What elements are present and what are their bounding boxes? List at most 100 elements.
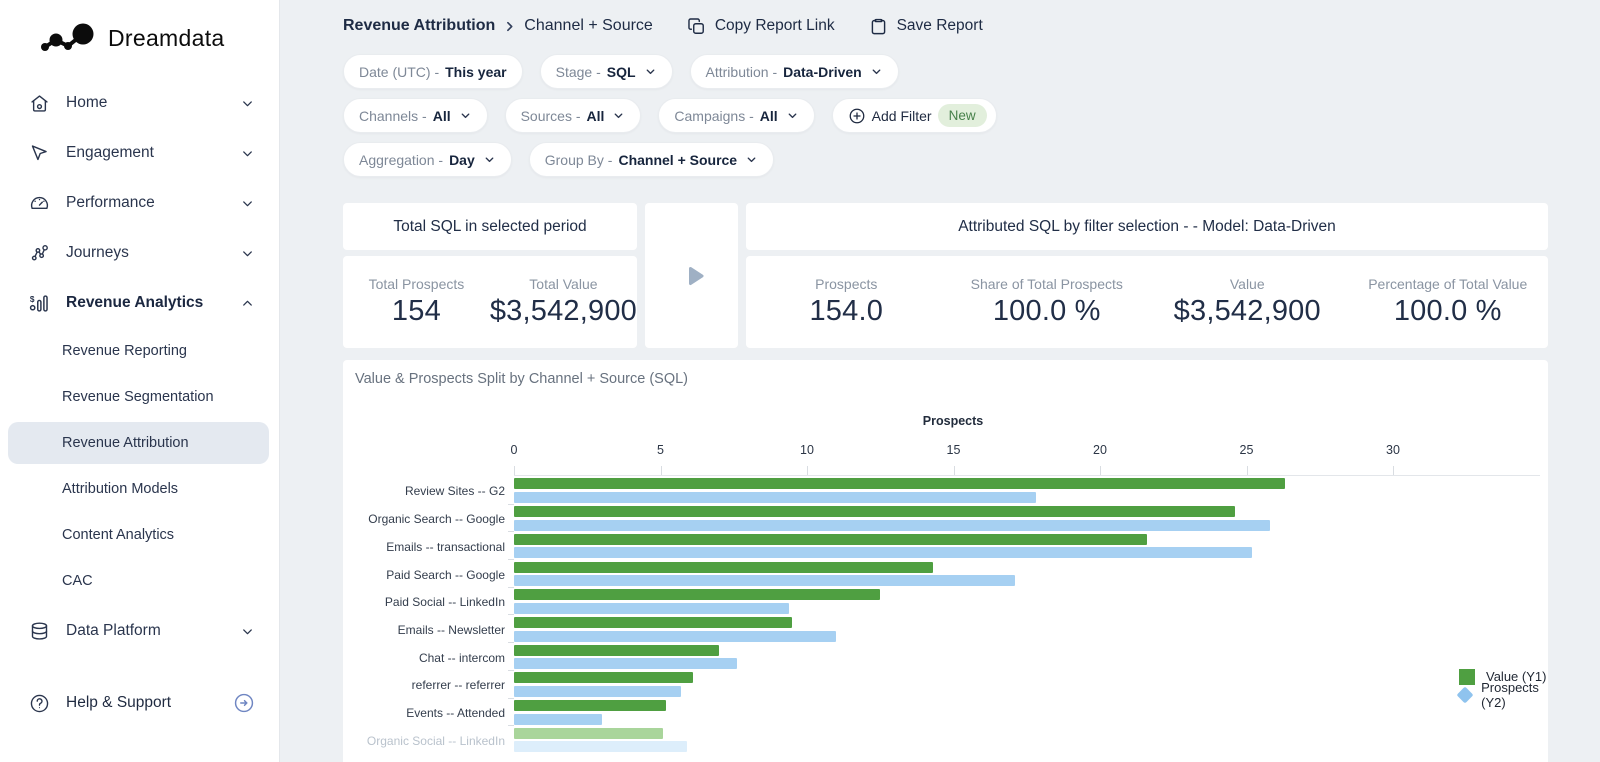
category-label: Emails -- Newsletter [353, 623, 505, 637]
stat-label: Value [1147, 276, 1348, 292]
prospects-bar[interactable] [514, 520, 1270, 531]
stat: Total Prospects154 [343, 276, 490, 328]
prospects-bar[interactable] [514, 603, 789, 614]
sidebar-item-label: Revenue Analytics [66, 294, 203, 312]
breadcrumb: Revenue Attribution Channel + Source [343, 17, 653, 35]
value-bar[interactable] [514, 728, 663, 739]
stat-label: Prospects [746, 276, 947, 292]
chevron-right-icon [503, 20, 516, 33]
category-label: Events -- Attended [353, 706, 505, 720]
sidebar-item-performance[interactable]: Performance [0, 178, 279, 228]
question-circle-icon [27, 691, 51, 715]
value-bar[interactable] [514, 478, 1285, 489]
chevron-down-icon [786, 109, 799, 122]
filter-chip-stage[interactable]: Stage - SQL [540, 54, 673, 89]
gauge-icon [27, 191, 51, 215]
y-tick-mark [508, 587, 514, 588]
value-bar[interactable] [514, 589, 880, 600]
prospects-bar[interactable] [514, 547, 1252, 558]
stat-value: 154.0 [746, 295, 947, 328]
copy-icon [687, 17, 706, 36]
x-tick-mark [954, 466, 955, 475]
value-bar[interactable] [514, 645, 719, 656]
filter-chip-aggregation[interactable]: Aggregation - Day [343, 142, 512, 177]
filter-chip-campaigns[interactable]: Campaigns - All [658, 98, 814, 133]
copy-report-link-button[interactable]: Copy Report Link [687, 17, 835, 36]
chevron-down-icon [240, 246, 255, 261]
value-bar[interactable] [514, 700, 666, 711]
expand-arrow-button[interactable] [645, 203, 738, 348]
filter-label: Channels - [359, 108, 427, 124]
category-label: Paid Search -- Google [353, 568, 505, 582]
sidebar-item-revenue-analytics[interactable]: $ Revenue Analytics [0, 278, 279, 328]
filter-value: Day [449, 152, 475, 168]
category-label: Chat -- intercom [353, 651, 505, 665]
filter-chip-sources[interactable]: Sources - All [505, 98, 642, 133]
x-tick-mark [1393, 466, 1394, 475]
chevron-down-icon [745, 153, 758, 166]
stat: Prospects 154.0 [746, 276, 947, 328]
breadcrumb-section[interactable]: Revenue Attribution [343, 17, 495, 35]
save-report-button[interactable]: Save Report [869, 17, 983, 36]
value-bar[interactable] [514, 562, 933, 573]
x-tick-label: 0 [511, 443, 518, 457]
chart-axis-title: Prospects [923, 414, 983, 428]
stat-label: Share of Total Prospects [947, 276, 1148, 292]
chart-card: Value & Prospects Split by Channel + Sou… [343, 360, 1548, 762]
legend-diamond-icon [1456, 689, 1473, 701]
category-label: Organic Search -- Google [353, 512, 505, 526]
x-tick-label: 15 [947, 443, 961, 457]
attributed-card-title: Attributed SQL by filter selection - - M… [746, 203, 1548, 250]
sidebar-item-revenue-reporting[interactable]: Revenue Reporting [8, 330, 269, 372]
prospects-bar[interactable] [514, 714, 602, 725]
filter-label: Campaigns - [674, 108, 753, 124]
legend-item[interactable]: Prospects (Y2) [1456, 686, 1548, 703]
prospects-bar[interactable] [514, 658, 737, 669]
sidebar-item-revenue-attribution[interactable]: Revenue Attribution [8, 422, 269, 464]
filter-chip-attribution[interactable]: Attribution - Data-Driven [690, 54, 899, 89]
sidebar-item-data-platform[interactable]: Data Platform [0, 606, 279, 656]
prospects-bar[interactable] [514, 631, 836, 642]
prospects-bar[interactable] [514, 686, 681, 697]
x-tick-mark [1247, 466, 1248, 475]
value-bar[interactable] [514, 506, 1235, 517]
sidebar-item-attribution-models[interactable]: Attribution Models [8, 468, 269, 510]
sidebar-item-label: Data Platform [66, 622, 161, 640]
sidebar-item-revenue-segmentation[interactable]: Revenue Segmentation [8, 376, 269, 418]
y-tick-mark [508, 725, 514, 726]
brand-logo[interactable]: Dreamdata [0, 0, 279, 56]
save-report-label: Save Report [897, 17, 983, 35]
y-tick-mark [508, 642, 514, 643]
sidebar-item-help-support[interactable]: Help & Support [0, 682, 279, 724]
x-tick-mark [1100, 466, 1101, 475]
filter-chip-add-filter[interactable]: Add FilterNew [832, 98, 997, 133]
chart-legend: Value (Y1)Prospects (Y2) [1456, 668, 1548, 703]
prospects-bar[interactable] [514, 492, 1036, 503]
chevron-up-icon [240, 296, 255, 311]
arrow-circle-icon[interactable] [233, 692, 255, 714]
value-bar[interactable] [514, 672, 693, 683]
prospects-bar[interactable] [514, 575, 1015, 586]
x-tick-mark [661, 466, 662, 475]
y-tick-mark [508, 504, 514, 505]
chevron-down-icon [240, 196, 255, 211]
filter-label: Attribution - [706, 64, 778, 80]
sidebar-item-label: Performance [66, 194, 155, 212]
value-bar[interactable] [514, 534, 1147, 545]
sidebar-item-engagement[interactable]: Engagement [0, 128, 279, 178]
filter-chip-date[interactable]: Date (UTC) - This year [343, 54, 523, 89]
sidebar-item-journeys[interactable]: Journeys [0, 228, 279, 278]
category-label: Paid Social -- LinkedIn [353, 595, 505, 609]
filter-chip-channels[interactable]: Channels - All [343, 98, 488, 133]
sidebar-item-home[interactable]: Home [0, 78, 279, 128]
filter-chip-group-by[interactable]: Group By - Channel + Source [529, 142, 774, 177]
filter-value: All [760, 108, 778, 124]
filter-row: Date (UTC) - This year Stage - SQL Attribu… [343, 54, 1548, 89]
sidebar-item-cac[interactable]: CAC [8, 560, 269, 602]
svg-text:$: $ [29, 293, 34, 303]
filter-value: All [433, 108, 451, 124]
stat-value: 100.0 % [1348, 295, 1549, 328]
sidebar-item-content-analytics[interactable]: Content Analytics [8, 514, 269, 556]
prospects-bar[interactable] [514, 741, 687, 752]
value-bar[interactable] [514, 617, 792, 628]
